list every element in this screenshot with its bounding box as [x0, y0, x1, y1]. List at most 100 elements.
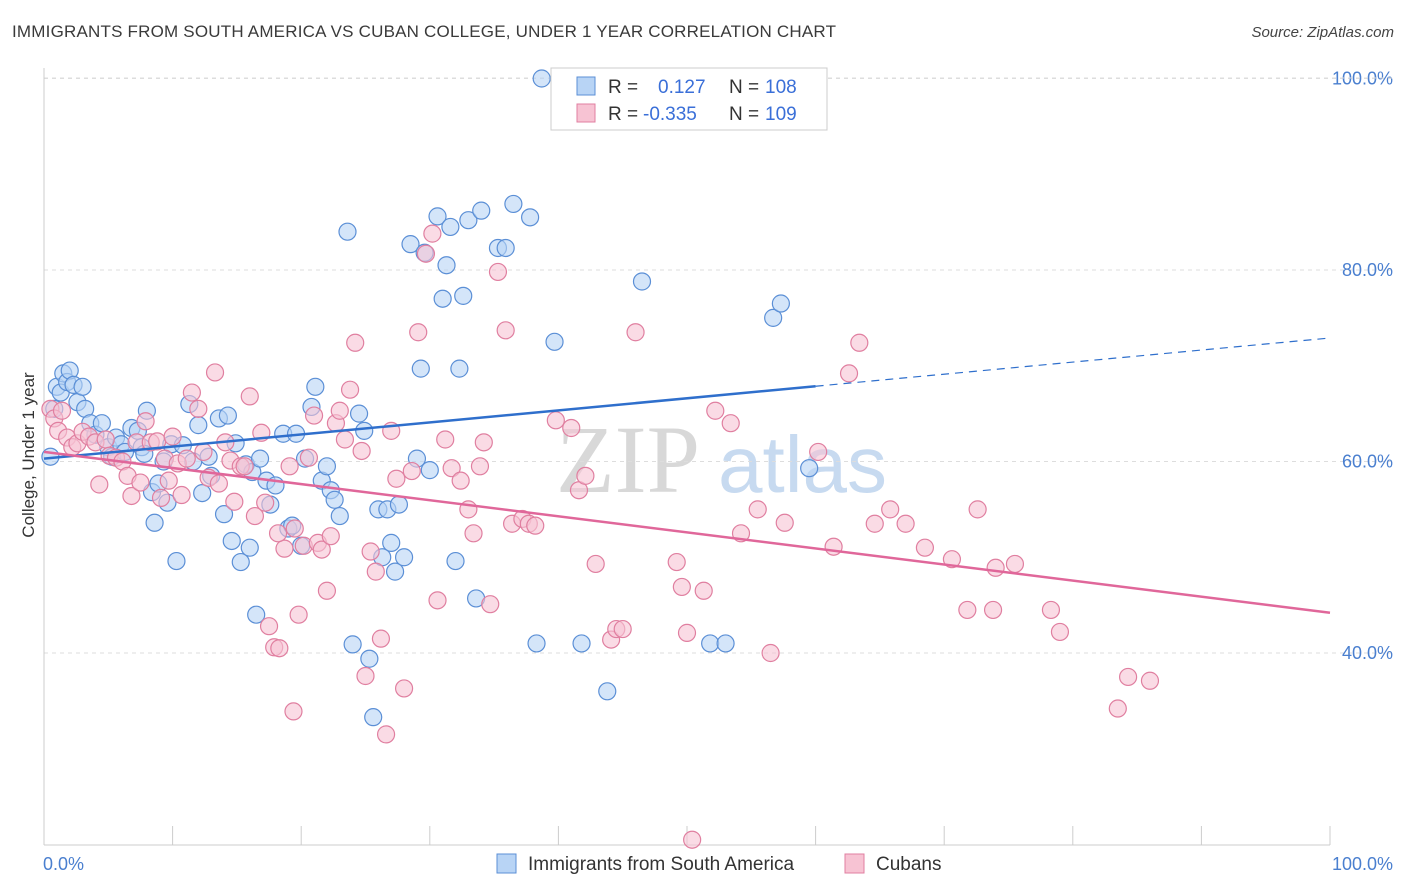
- point-south-america: [411, 359, 430, 378]
- point-cubans: [968, 500, 987, 519]
- point-south-america: [355, 421, 374, 440]
- point-cubans: [958, 600, 977, 620]
- point-cubans: [915, 538, 935, 557]
- y-tick-label: 60.0%: [1342, 452, 1393, 472]
- grid: 40.0% 60.0% 80.0% 100.0%: [44, 69, 1393, 663]
- legend-n-value-2: 109: [765, 104, 797, 125]
- point-south-america: [73, 377, 92, 396]
- y-tick-label: 100.0%: [1332, 69, 1393, 89]
- trend-line-south-america: [43, 384, 816, 460]
- point-south-america: [401, 235, 420, 254]
- point-south-america: [532, 69, 551, 88]
- point-cubans: [546, 411, 565, 430]
- point-cubans: [470, 457, 490, 476]
- source-label: Source: ZipAtlas.com: [1251, 24, 1394, 41]
- point-south-america: [231, 552, 250, 572]
- point-cubans: [52, 401, 72, 420]
- point-cubans: [881, 500, 900, 519]
- point-cubans: [706, 401, 725, 420]
- y-axis-title: College, Under 1 year: [19, 372, 38, 538]
- bottom-legend-label-blue: Immigrants from South America: [528, 854, 795, 875]
- point-south-america: [441, 217, 460, 237]
- point-cubans: [562, 418, 581, 438]
- point-south-america: [437, 256, 456, 275]
- point-cubans: [122, 486, 141, 506]
- point-south-america: [800, 459, 819, 478]
- point-south-america: [459, 211, 478, 230]
- point-cubans: [321, 527, 340, 546]
- point-cubans: [1140, 671, 1160, 690]
- legend-r-value-2: -0.335: [643, 104, 697, 125]
- point-cubans: [304, 406, 324, 425]
- point-cubans: [672, 577, 691, 597]
- point-cubans: [626, 323, 645, 342]
- point-south-america: [394, 548, 414, 567]
- point-south-america: [545, 332, 564, 351]
- legend-n-label-1: N =: [729, 77, 759, 98]
- point-south-america: [250, 449, 270, 468]
- point-cubans: [289, 605, 308, 624]
- point-cubans: [613, 619, 632, 639]
- point-cubans: [942, 550, 962, 569]
- legend-swatch-pink: [576, 103, 596, 123]
- point-south-america: [504, 194, 523, 214]
- point-cubans: [402, 461, 421, 481]
- point-south-america: [240, 538, 259, 557]
- point-cubans: [189, 399, 208, 418]
- point-cubans: [1118, 667, 1138, 687]
- point-south-america: [428, 207, 447, 226]
- point-cubans: [268, 524, 288, 543]
- point-south-america: [454, 286, 473, 305]
- point-cubans: [428, 591, 447, 610]
- point-cubans: [474, 433, 493, 452]
- legend-swatch-blue: [576, 76, 596, 96]
- point-south-america: [771, 294, 790, 313]
- point-cubans: [159, 471, 178, 490]
- point-cubans: [409, 323, 428, 342]
- trend-line-south-america-extension: [815, 337, 1331, 387]
- point-cubans: [96, 430, 115, 449]
- point-cubans: [721, 414, 740, 433]
- point-cubans: [809, 442, 828, 462]
- point-cubans: [526, 516, 545, 535]
- point-south-america: [145, 513, 164, 532]
- point-cubans: [986, 558, 1005, 577]
- point-south-america: [360, 649, 379, 668]
- point-south-america: [389, 495, 409, 514]
- point-cubans: [194, 442, 213, 462]
- point-south-america: [349, 404, 369, 423]
- point-cubans: [865, 514, 884, 533]
- point-cubans: [280, 457, 299, 476]
- point-cubans: [335, 430, 355, 449]
- point-cubans: [436, 430, 455, 449]
- point-south-america: [527, 634, 546, 653]
- point-south-america: [218, 406, 237, 425]
- point-cubans: [136, 412, 155, 431]
- point-south-america: [521, 208, 540, 227]
- point-cubans: [488, 262, 508, 282]
- point-south-america: [214, 505, 234, 524]
- x-tick-label-max: 100.0%: [1332, 854, 1393, 874]
- point-cubans: [371, 629, 391, 648]
- point-cubans: [352, 441, 371, 461]
- bottom-legend-label-pink: Cubans: [876, 854, 942, 875]
- point-cubans: [285, 519, 304, 538]
- point-south-america: [330, 506, 349, 526]
- point-cubans: [209, 474, 228, 493]
- point-cubans: [1005, 554, 1025, 574]
- legend-r-label-1: R =: [608, 77, 638, 98]
- point-cubans: [376, 725, 396, 744]
- point-cubans: [481, 595, 500, 614]
- point-cubans: [172, 485, 191, 505]
- point-cubans: [1041, 600, 1061, 620]
- x-tick-label-min: 0.0%: [43, 854, 84, 874]
- point-south-america: [92, 414, 111, 433]
- point-cubans: [270, 639, 289, 658]
- point-cubans: [330, 401, 349, 420]
- point-south-america: [572, 634, 591, 653]
- point-cubans: [387, 469, 406, 488]
- point-cubans: [225, 492, 244, 511]
- point-south-america: [193, 483, 212, 503]
- point-cubans: [259, 617, 279, 636]
- point-cubans: [1050, 622, 1070, 642]
